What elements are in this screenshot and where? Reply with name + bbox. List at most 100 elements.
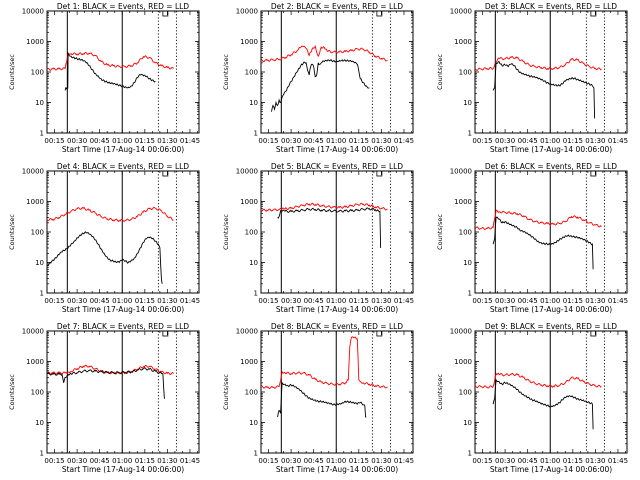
x-tick-label: 01:45	[394, 457, 414, 465]
y-tick-label: 10000	[236, 168, 258, 176]
marker-box	[590, 330, 597, 337]
x-axis: 00:15 00:30 00:45 01:00 01:15 01:30 01:45	[44, 11, 200, 145]
x-tick-label: 01:30	[585, 137, 605, 145]
series-line-lld	[261, 202, 388, 212]
y-tick-label: 10000	[450, 328, 472, 336]
x-axis: 00:15 00:30 00:45 01:00 01:15 01:30 01:45	[472, 331, 628, 465]
y-tick-label: 1000	[454, 38, 472, 46]
x-tick-label: 00:45	[90, 137, 110, 145]
x-axis: 00:15 00:30 00:45 01:00 01:15 01:30 01:45	[472, 11, 628, 145]
x-tick-label: 00:45	[518, 457, 538, 465]
x-tick-label: 01:00	[112, 137, 132, 145]
y-tick-label: 100	[459, 389, 472, 397]
y-axis-label: Counts/sec	[222, 54, 230, 90]
x-tick-label: 00:45	[90, 297, 110, 305]
y-axis: 1 10 100 1000 10000	[450, 328, 627, 458]
x-tick-label: 00:45	[304, 137, 324, 145]
x-tick-label: 00:15	[472, 457, 492, 465]
y-tick-label: 10000	[450, 8, 472, 16]
chart-title: Det 5: BLACK = Events, RED = LLD	[271, 162, 403, 171]
x-axis-label: Start Time (17-Aug-14 00:06:00)	[276, 305, 398, 314]
y-tick-label: 10000	[22, 8, 44, 16]
y-tick-label: 10000	[450, 168, 472, 176]
x-tick-label: 00:30	[281, 137, 301, 145]
x-tick-label: 01:45	[180, 137, 200, 145]
series-line-events	[64, 51, 156, 91]
marker-box	[162, 170, 169, 177]
x-tick-label: 01:45	[394, 137, 414, 145]
series-group	[475, 55, 602, 119]
x-tick-label: 01:30	[585, 297, 605, 305]
y-tick-label: 100	[31, 389, 44, 397]
x-tick-label: 00:15	[472, 137, 492, 145]
x-tick-label: 00:30	[495, 137, 515, 145]
panel-8: Det 8: BLACK = Events, RED = LLD 1 10 100 10…	[222, 322, 414, 474]
series-group	[47, 206, 174, 284]
marker-box	[590, 10, 597, 17]
y-axis-label: Counts/sec	[436, 214, 444, 250]
series-line-lld	[261, 44, 388, 63]
series-group	[261, 202, 388, 248]
x-axis: 00:15 00:30 00:45 01:00 01:15 01:30 01:45	[472, 171, 628, 305]
panel-4: Det 4: BLACK = Events, RED = LLD 1 10 100 10…	[8, 162, 200, 314]
x-tick-label: 00:30	[67, 137, 87, 145]
x-tick-label: 01:30	[371, 137, 391, 145]
series-line-lld	[475, 209, 602, 231]
y-tick-label: 1	[468, 130, 472, 138]
chart-title: Det 4: BLACK = Events, RED = LLD	[57, 162, 189, 171]
y-tick-label: 100	[245, 69, 258, 77]
x-tick-label: 00:15	[44, 297, 64, 305]
time-markers	[66, 171, 177, 293]
chart-title: Det 2: BLACK = Events, RED = LLD	[271, 2, 403, 11]
y-tick-label: 10	[463, 419, 472, 427]
y-tick-label: 10	[463, 99, 472, 107]
y-tick-label: 1	[40, 450, 44, 458]
y-tick-label: 1000	[240, 358, 258, 366]
x-tick-label: 00:15	[258, 297, 278, 305]
y-axis-label: Counts/sec	[8, 214, 16, 250]
x-axis-label: Start Time (17-Aug-14 00:06:00)	[276, 145, 398, 154]
y-axis-label: Counts/sec	[8, 374, 16, 410]
x-tick-label: 01:00	[540, 137, 560, 145]
x-tick-label: 01:00	[112, 457, 132, 465]
time-markers	[280, 171, 391, 293]
y-tick-label: 1	[468, 290, 472, 298]
series-group	[475, 372, 602, 430]
x-tick-label: 01:15	[563, 137, 583, 145]
x-tick-label: 00:30	[67, 297, 87, 305]
time-markers	[280, 331, 391, 453]
y-tick-label: 1	[254, 450, 258, 458]
x-tick-label: 00:30	[281, 297, 301, 305]
x-tick-label: 01:45	[180, 297, 200, 305]
x-axis-label: Start Time (17-Aug-14 00:06:00)	[276, 465, 398, 474]
chart-title: Det 8: BLACK = Events, RED = LLD	[271, 322, 403, 331]
y-tick-label: 10	[463, 259, 472, 267]
panel-9: Det 9: BLACK = Events, RED = LLD 1 10 100 10…	[436, 322, 628, 474]
panel-3: Det 3: BLACK = Events, RED = LLD 1 10 100 10…	[436, 2, 628, 154]
marker-box	[590, 170, 597, 177]
time-markers	[66, 331, 177, 453]
y-axis-label: Counts/sec	[222, 374, 230, 410]
panel-6: Det 6: BLACK = Events, RED = LLD 1 10 100 10…	[436, 162, 628, 314]
y-tick-label: 10	[35, 259, 44, 267]
y-tick-label: 10	[249, 259, 258, 267]
x-tick-label: 00:15	[44, 137, 64, 145]
series-group	[261, 44, 388, 112]
series-line-lld	[475, 372, 602, 389]
y-tick-label: 1000	[26, 358, 44, 366]
chart-title: Det 3: BLACK = Events, RED = LLD	[485, 2, 617, 11]
series-group	[47, 51, 174, 91]
series-line-lld	[47, 206, 174, 223]
x-tick-label: 00:45	[90, 457, 110, 465]
panel-1: Det 1: BLACK = Events, RED = LLD 1 10 100 10…	[8, 2, 200, 154]
marker-box	[376, 330, 383, 337]
y-tick-label: 1000	[454, 358, 472, 366]
x-tick-label: 01:15	[563, 457, 583, 465]
x-tick-label: 00:30	[67, 457, 87, 465]
x-tick-label: 00:30	[495, 297, 515, 305]
x-tick-label: 01:15	[563, 297, 583, 305]
x-axis-label: Start Time (17-Aug-14 00:06:00)	[62, 305, 184, 314]
series-line-events	[277, 381, 367, 418]
y-tick-label: 1000	[240, 198, 258, 206]
